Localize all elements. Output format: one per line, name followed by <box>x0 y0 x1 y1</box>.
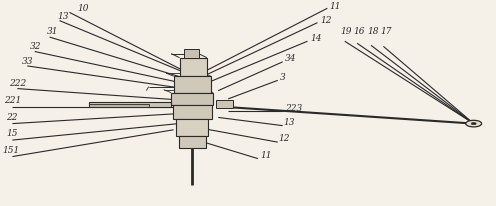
Bar <box>171 93 213 105</box>
Bar <box>184 49 199 58</box>
Bar <box>176 119 208 136</box>
Bar <box>173 105 212 119</box>
Text: 22: 22 <box>6 113 17 122</box>
Text: 33: 33 <box>22 57 34 66</box>
Bar <box>180 58 207 76</box>
Text: 11: 11 <box>260 151 272 160</box>
Text: 222: 222 <box>9 79 26 88</box>
Bar <box>89 104 149 107</box>
Text: 3: 3 <box>280 73 286 82</box>
Text: 12: 12 <box>320 16 331 25</box>
Circle shape <box>466 120 482 127</box>
Bar <box>216 100 233 108</box>
Text: 11: 11 <box>330 2 341 11</box>
Text: 10: 10 <box>77 4 88 13</box>
Text: 19: 19 <box>340 27 352 36</box>
Bar <box>89 102 171 107</box>
Text: 151: 151 <box>2 146 20 155</box>
Text: 13: 13 <box>57 12 68 21</box>
Text: 16: 16 <box>353 27 365 36</box>
Text: 221: 221 <box>4 96 21 105</box>
Bar <box>179 136 206 148</box>
Text: 14: 14 <box>310 34 321 43</box>
Circle shape <box>471 123 476 125</box>
Text: 13: 13 <box>284 118 295 127</box>
Text: 17: 17 <box>380 27 392 36</box>
Text: 32: 32 <box>30 42 41 51</box>
Text: 223: 223 <box>285 104 303 113</box>
Text: 15: 15 <box>6 129 17 138</box>
Text: 31: 31 <box>47 27 59 36</box>
Text: 34: 34 <box>285 54 297 63</box>
Text: 12: 12 <box>279 133 290 143</box>
Bar <box>174 76 211 93</box>
Text: 18: 18 <box>367 27 379 36</box>
